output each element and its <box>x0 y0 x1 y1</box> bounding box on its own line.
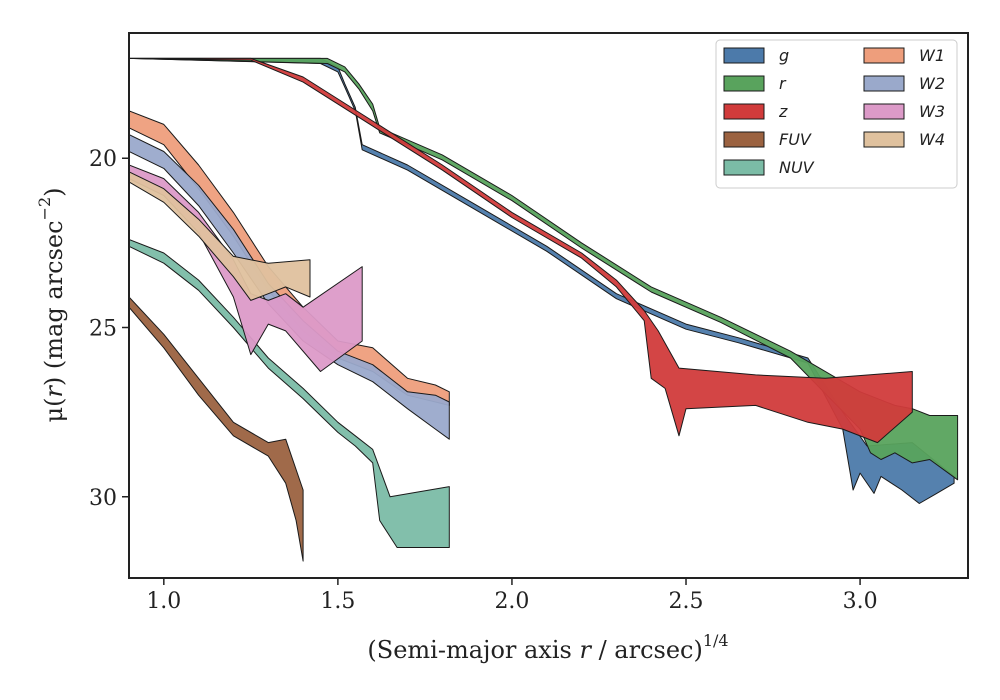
legend-label-nuv: NUV <box>779 158 815 177</box>
x-tick-label: 1.0 <box>146 589 181 614</box>
legend-swatch-w3 <box>863 103 905 120</box>
legend-label-w3: W3 <box>919 102 945 121</box>
legend-label-g: g <box>779 46 789 65</box>
legend-label-z: z <box>778 102 788 121</box>
legend-label-w4: W4 <box>919 130 945 149</box>
legend-label-fuv: FUV <box>779 130 812 149</box>
y-tick-label: 20 <box>89 147 117 172</box>
legend-swatch-r <box>723 75 765 92</box>
legend-swatch-w4 <box>863 131 905 148</box>
band-w4 <box>129 171 311 301</box>
legend-label-w1: W1 <box>919 46 945 65</box>
x-axis-title: (Semi-major axis r / arcsec)1/4 <box>367 631 728 664</box>
legend-swatch-w1 <box>863 47 905 64</box>
band-fuv <box>129 296 304 562</box>
series-bands <box>129 57 959 562</box>
legend-label-r: r <box>779 74 787 93</box>
legend-swatch-g <box>723 47 765 64</box>
plot-frame <box>128 32 969 579</box>
band-z <box>129 57 913 444</box>
x-tick-label: 2.5 <box>669 589 704 614</box>
x-tick-label: 2.0 <box>494 589 529 614</box>
legend-swatch-fuv <box>723 131 765 148</box>
legend-swatch-z <box>723 103 765 120</box>
legend-swatch-w2 <box>863 75 905 92</box>
x-tick-label: 3.0 <box>843 589 878 614</box>
band-nuv <box>129 239 450 548</box>
band-g <box>129 57 955 504</box>
y-axis-title: μ(r) (mag arcsec−2) <box>35 187 68 422</box>
legend-label-w2: W2 <box>919 74 945 93</box>
legend-swatch-nuv <box>723 159 765 176</box>
legend: grz FUV NUV W1 W2 W3 W4 <box>715 39 958 189</box>
x-tick-label: 1.5 <box>320 589 355 614</box>
axis-ticks: 1.0 1.5 2.0 2.5 3.0 20 25 30 <box>89 147 878 614</box>
y-tick-label: 30 <box>89 486 117 511</box>
y-tick-label: 25 <box>89 317 117 342</box>
